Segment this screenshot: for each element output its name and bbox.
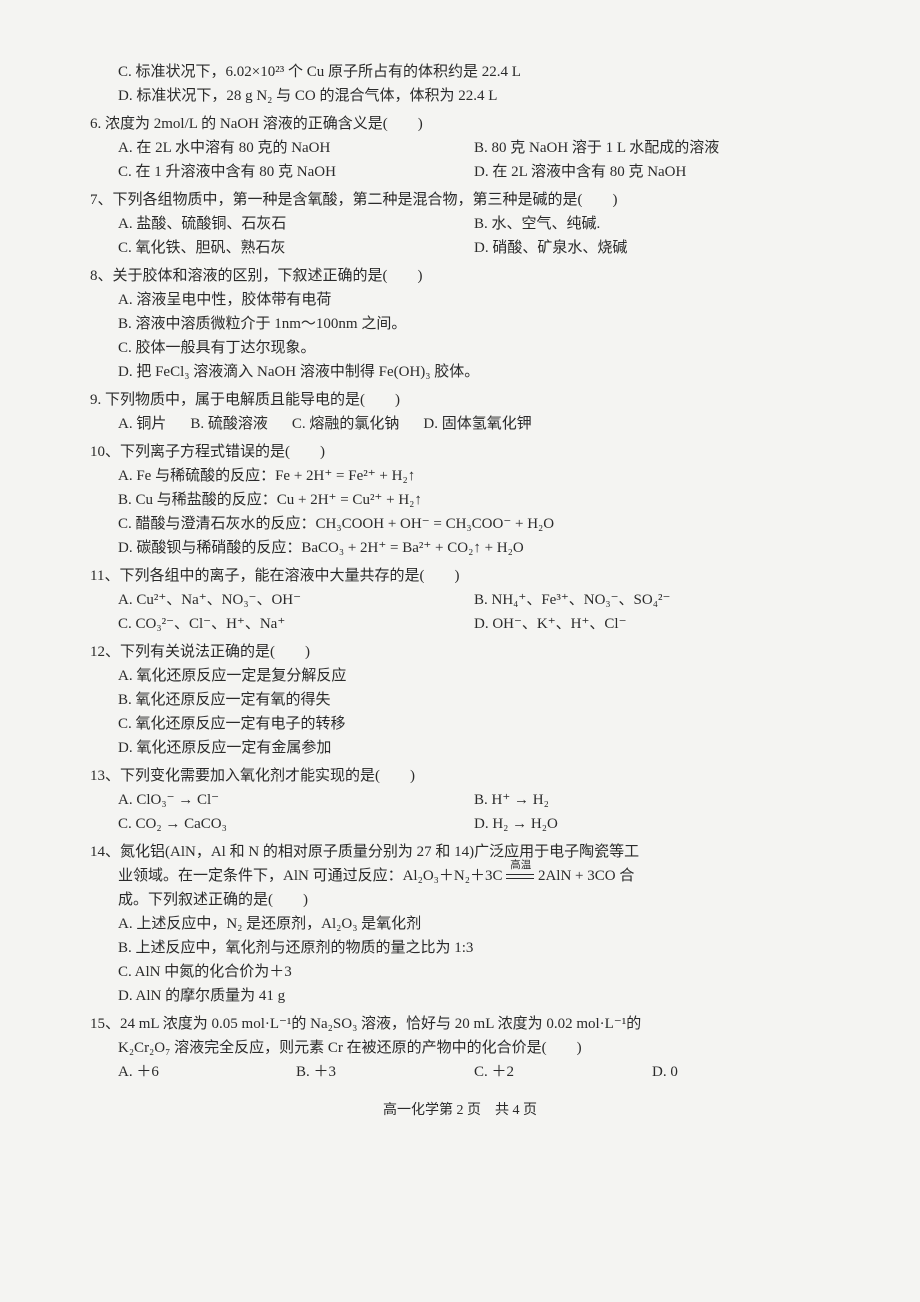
condition-label: 高温 (510, 858, 531, 875)
option: B. 溶液中溶质微粒介于 1nm～100nm 之间。 (118, 312, 830, 336)
question-stem-line2: 业领域。在一定条件下，AlN 可通过反应：Al₂O₃＋N₂＋3C 高温 2AlN… (90, 864, 830, 888)
question-5-tail: C. 标准状况下，6.02×10²³ 个 Cu 原子所占有的体积约是 22.4 … (90, 60, 830, 108)
option: D. 标准状况下，28 g N₂ 与 CO 的混合气体，体积为 22.4 L (90, 84, 830, 108)
option: A. 铜片 (118, 412, 166, 436)
option: A. 氧化还原反应一定是复分解反应 (118, 664, 830, 688)
option: C. CO₃²⁻、Cl⁻、H⁺、Na⁺ (118, 612, 474, 636)
option: A. ClO₃⁻ → Cl⁻ (118, 788, 474, 812)
option: D. AlN 的摩尔质量为 41 g (118, 984, 830, 1008)
option: D. 碳酸钡与稀硝酸的反应：BaCO₃ + 2H⁺ = Ba²⁺ + CO₂↑ … (118, 536, 830, 560)
page-footer: 高一化学第 2 页 共 4 页 (90, 1100, 830, 1122)
option: D. 硝酸、矿泉水、烧碱 (474, 236, 830, 260)
option: C. 氧化铁、胆矾、熟石灰 (118, 236, 474, 260)
question-stem-line1: 14、氮化铝(AlN，Al 和 N 的相对原子质量分别为 27 和 14)广泛应… (90, 840, 830, 864)
option: C. ＋2 (474, 1060, 652, 1084)
question-stem: 6. 浓度为 2mol/L 的 NaOH 溶液的正确含义是( ) (90, 112, 830, 136)
question-9: 9. 下列物质中，属于电解质且能导电的是( ) A. 铜片 B. 硫酸溶液 C.… (90, 388, 830, 436)
option: C. 氧化还原反应一定有电子的转移 (118, 712, 830, 736)
option: B. ＋3 (296, 1060, 474, 1084)
option: B. 氧化还原反应一定有氧的得失 (118, 688, 830, 712)
option: C. CO₂ → CaCO₃ (118, 812, 474, 836)
question-11: 11、下列各组中的离子，能在溶液中大量共存的是( ) A. Cu²⁺、Na⁺、N… (90, 564, 830, 636)
option: B. Cu 与稀盐酸的反应：Cu + 2H⁺ = Cu²⁺ + H₂↑ (118, 488, 830, 512)
question-14: 14、氮化铝(AlN，Al 和 N 的相对原子质量分别为 27 和 14)广泛应… (90, 840, 830, 1008)
option: D. 氧化还原反应一定有金属参加 (118, 736, 830, 760)
option: B. H⁺ → H₂ (474, 788, 830, 812)
question-stem-line1: 15、24 mL 浓度为 0.05 mol·L⁻¹的 Na₂SO₃ 溶液，恰好与… (90, 1012, 830, 1036)
option: D. 把 FeCl₃ 溶液滴入 NaOH 溶液中制得 Fe(OH)₃ 胶体。 (118, 360, 830, 384)
option: B. 水、空气、纯碱. (474, 212, 830, 236)
option: D. 固体氢氧化钾 (423, 412, 531, 436)
question-stem: 12、下列有关说法正确的是( ) (90, 640, 830, 664)
option: A. Cu²⁺、Na⁺、NO₃⁻、OH⁻ (118, 588, 474, 612)
question-stem: 8、关于胶体和溶液的区别，下叙述正确的是( ) (90, 264, 830, 288)
option: A. Fe 与稀硫酸的反应：Fe + 2H⁺ = Fe²⁺ + H₂↑ (118, 464, 830, 488)
option: A. 盐酸、硫酸铜、石灰石 (118, 212, 474, 236)
reaction-arrow: 高温 (506, 868, 538, 884)
option: C. AlN 中氮的化合价为＋3 (118, 960, 830, 984)
question-stem: 9. 下列物质中，属于电解质且能导电的是( ) (90, 388, 830, 412)
option: D. 在 2L 溶液中含有 80 克 NaOH (474, 160, 830, 184)
question-stem: 13、下列变化需要加入氧化剂才能实现的是( ) (90, 764, 830, 788)
question-12: 12、下列有关说法正确的是( ) A. 氧化还原反应一定是复分解反应 B. 氧化… (90, 640, 830, 760)
question-15: 15、24 mL 浓度为 0.05 mol·L⁻¹的 Na₂SO₃ 溶液，恰好与… (90, 1012, 830, 1084)
option: D. OH⁻、K⁺、H⁺、Cl⁻ (474, 612, 830, 636)
option: A. 在 2L 水中溶有 80 克的 NaOH (118, 136, 474, 160)
option: A. ＋6 (118, 1060, 296, 1084)
option: C. 在 1 升溶液中含有 80 克 NaOH (118, 160, 474, 184)
stem-post: 2AlN + 3CO 合 (538, 868, 634, 884)
option: D. H₂ → H₂O (474, 812, 830, 836)
option: B. NH₄⁺、Fe³⁺、NO₃⁻、SO₄²⁻ (474, 588, 830, 612)
option: B. 上述反应中，氧化剂与还原剂的物质的量之比为 1:3 (118, 936, 830, 960)
question-stem-line3: 成。下列叙述正确的是( ) (90, 888, 830, 912)
question-6: 6. 浓度为 2mol/L 的 NaOH 溶液的正确含义是( ) A. 在 2L… (90, 112, 830, 184)
question-10: 10、下列离子方程式错误的是( ) A. Fe 与稀硫酸的反应：Fe + 2H⁺… (90, 440, 830, 560)
question-stem: 10、下列离子方程式错误的是( ) (90, 440, 830, 464)
question-8: 8、关于胶体和溶液的区别，下叙述正确的是( ) A. 溶液呈电中性，胶体带有电荷… (90, 264, 830, 384)
question-13: 13、下列变化需要加入氧化剂才能实现的是( ) A. ClO₃⁻ → Cl⁻ B… (90, 764, 830, 836)
option: C. 熔融的氯化钠 (292, 412, 400, 436)
question-7: 7、下列各组物质中，第一种是含氧酸，第二种是混合物，第三种是碱的是( ) A. … (90, 188, 830, 260)
option: A. 上述反应中，N₂ 是还原剂，Al₂O₃ 是氧化剂 (118, 912, 830, 936)
question-stem: 11、下列各组中的离子，能在溶液中大量共存的是( ) (90, 564, 830, 588)
option: D. 0 (652, 1060, 830, 1084)
question-stem-line2: K₂Cr₂O₇ 溶液完全反应，则元素 Cr 在被还原的产物中的化合价是( ) (90, 1036, 830, 1060)
option: B. 硫酸溶液 (190, 412, 268, 436)
option: C. 醋酸与澄清石灰水的反应：CH₃COOH + OH⁻ = CH₃COO⁻ +… (118, 512, 830, 536)
stem-pre: 业领域。在一定条件下，AlN 可通过反应：Al₂O₃＋N₂＋3C (118, 868, 502, 884)
option: C. 标准状况下，6.02×10²³ 个 Cu 原子所占有的体积约是 22.4 … (90, 60, 830, 84)
option: A. 溶液呈电中性，胶体带有电荷 (118, 288, 830, 312)
question-stem: 7、下列各组物质中，第一种是含氧酸，第二种是混合物，第三种是碱的是( ) (90, 188, 830, 212)
option: C. 胶体一般具有丁达尔现象。 (118, 336, 830, 360)
option: B. 80 克 NaOH 溶于 1 L 水配成的溶液 (474, 136, 830, 160)
